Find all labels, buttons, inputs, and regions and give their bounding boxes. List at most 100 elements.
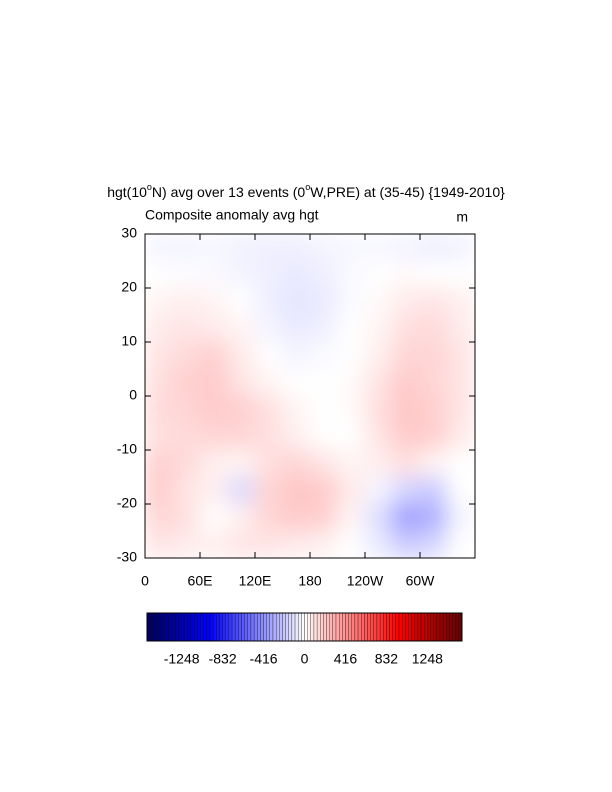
colorbar-box [190, 612, 195, 642]
cell [172, 449, 201, 478]
cell [199, 476, 228, 505]
cell [254, 449, 283, 478]
colorbar-box [159, 612, 163, 642]
y-tick-label: -10 [117, 441, 137, 457]
colorbar-box [379, 612, 384, 642]
cell [199, 530, 228, 558]
cell [309, 234, 338, 262]
cell [337, 287, 366, 316]
cell [145, 449, 173, 478]
colorbar-box [446, 612, 450, 642]
colorbar-box [342, 612, 346, 642]
cell [227, 234, 256, 262]
colorbar-box [316, 612, 321, 642]
cell [282, 341, 311, 370]
cell [199, 314, 228, 343]
cell [309, 314, 338, 343]
cell [447, 503, 475, 532]
colorbar-box [449, 612, 453, 642]
cell [172, 530, 201, 558]
x-tick-label: 180 [298, 573, 322, 589]
cell [145, 260, 173, 289]
colorbar-box [197, 612, 201, 642]
cell [419, 287, 448, 316]
cell [227, 503, 256, 532]
colorbar-box [209, 612, 214, 642]
colorbar-box [436, 612, 441, 642]
colorbar-box [203, 612, 207, 642]
cell [254, 234, 283, 262]
cell [337, 530, 366, 558]
colorbar-box [424, 612, 428, 642]
colorbar-box [294, 612, 299, 642]
cell [309, 476, 338, 505]
colorbar-box [216, 612, 220, 642]
cell [364, 234, 393, 262]
cell [447, 287, 475, 316]
cell [199, 234, 228, 262]
colorbar-box [398, 612, 403, 642]
cell [364, 287, 393, 316]
cell [392, 476, 421, 505]
cell [254, 530, 283, 558]
cell [282, 368, 311, 397]
cell [447, 234, 475, 262]
cell [309, 287, 338, 316]
cell [172, 314, 201, 343]
cell [254, 287, 283, 316]
colorbar-box [420, 612, 425, 642]
cell [227, 287, 256, 316]
colorbar-label: 416 [334, 651, 358, 667]
cell [172, 287, 201, 316]
colorbar-box [373, 612, 378, 642]
x-tick-label: 120W [347, 573, 384, 589]
colorbar-box [241, 612, 245, 642]
cell [419, 503, 448, 532]
cell [392, 341, 421, 370]
y-tick-label: -20 [117, 495, 137, 511]
colorbar-box [257, 612, 261, 642]
cell [145, 530, 173, 558]
colorbar-box [253, 612, 258, 642]
colorbar-frame [146, 612, 463, 642]
cell [254, 422, 283, 451]
cell [419, 449, 448, 478]
cell [282, 234, 311, 262]
cell [364, 449, 393, 478]
colorbar-box [442, 612, 447, 642]
colorbar-label: -1248 [164, 651, 200, 667]
colorbar-box [285, 612, 289, 642]
cell [254, 476, 283, 505]
cell [392, 530, 421, 558]
cell [419, 341, 448, 370]
x-tick-label: 120E [239, 573, 272, 589]
colorbar-box [266, 612, 271, 642]
colorbar-box [408, 612, 412, 642]
cell [392, 422, 421, 451]
cell [282, 260, 311, 289]
cell [309, 260, 338, 289]
cell [419, 530, 448, 558]
cell [254, 260, 283, 289]
cell [447, 341, 475, 370]
colorbar-box [383, 612, 387, 642]
colorbar-box [335, 612, 340, 642]
colorbar-box [162, 612, 167, 642]
cell [199, 287, 228, 316]
cell [227, 341, 256, 370]
cell [172, 234, 201, 262]
colorbar-box [376, 612, 381, 642]
colorbar-label: 0 [301, 651, 309, 667]
cell [447, 395, 475, 424]
cell [337, 314, 366, 343]
colorbar-box [282, 612, 286, 642]
colorbar-box [275, 612, 280, 642]
cell [145, 314, 173, 343]
colorbar-box [247, 612, 252, 642]
cell [447, 314, 475, 343]
cell [419, 422, 448, 451]
colorbar-box [310, 612, 315, 642]
colorbar-box [244, 612, 248, 642]
colorbar-box [260, 612, 264, 642]
colorbar-box [323, 612, 327, 642]
